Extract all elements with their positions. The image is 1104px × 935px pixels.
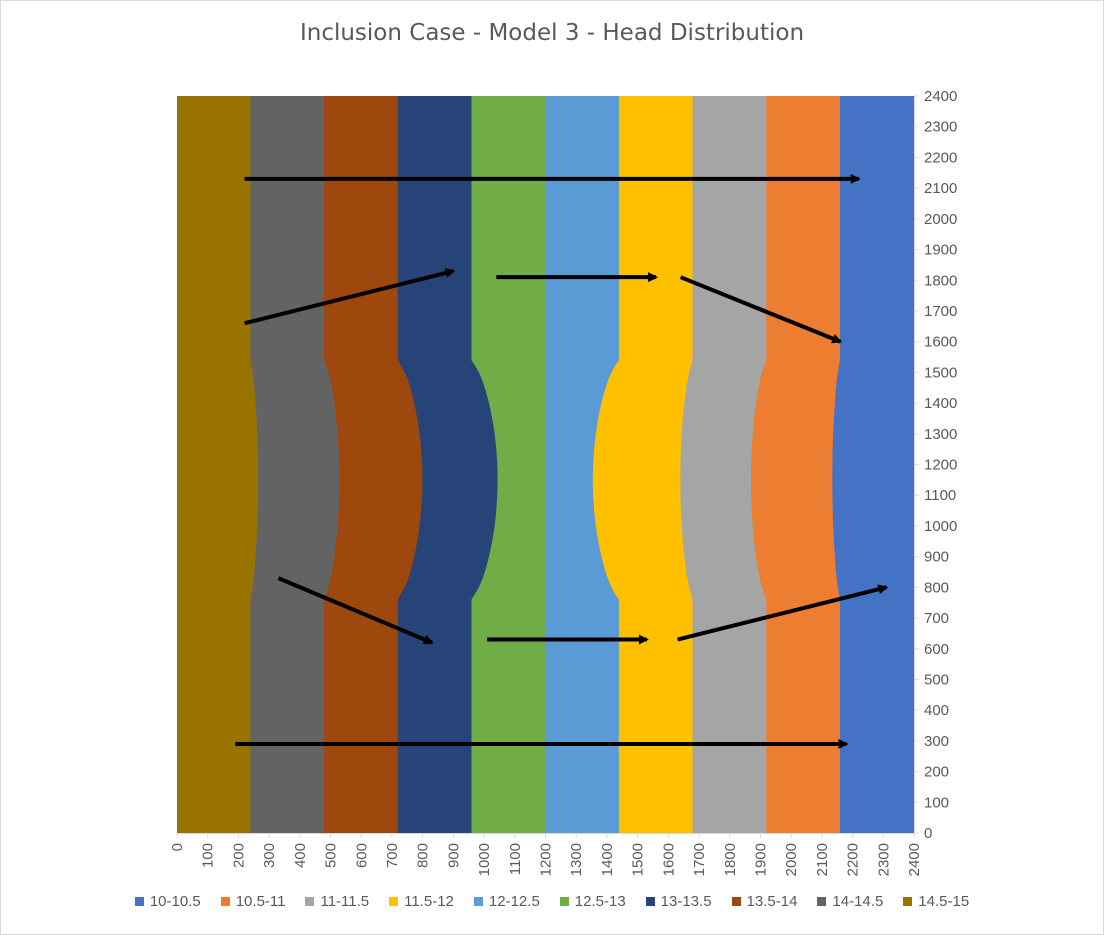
y-tick-label: 2000 <box>924 211 957 228</box>
y-tick-label: 800 <box>924 579 949 596</box>
legend-label: 12-12.5 <box>488 893 540 910</box>
x-tick-label: 900 <box>445 843 462 868</box>
legend-swatch <box>134 897 144 906</box>
y-tick-label: 400 <box>924 702 949 719</box>
x-tick-label: 600 <box>353 843 370 868</box>
legend-swatch <box>817 897 827 906</box>
legend-swatch <box>903 897 913 906</box>
x-tick-label: 1200 <box>538 843 555 876</box>
flow-arrow-2 <box>244 268 456 326</box>
legend-label: 12.5-13 <box>574 893 626 910</box>
x-tick-label: 1000 <box>476 843 493 876</box>
legend-item: 10.5-11 <box>220 893 286 910</box>
x-tick-label: 200 <box>230 843 247 868</box>
x-tick-label: 1600 <box>660 843 677 876</box>
x-tick-label: 2200 <box>845 843 862 876</box>
x-tick-label: 1300 <box>568 843 585 876</box>
legend-swatch <box>559 897 569 906</box>
legend-item: 13.5-14 <box>731 893 798 910</box>
legend-swatch <box>731 897 741 906</box>
y-tick-label: 1300 <box>924 426 957 443</box>
y-tick-label: 500 <box>924 671 949 688</box>
y-tick-label: 2300 <box>924 119 957 136</box>
legend-label: 11-11.5 <box>320 893 370 910</box>
x-tick-label: 1100 <box>507 843 524 875</box>
y-tick-label: 1400 <box>924 395 957 412</box>
legend-label: 13-13.5 <box>660 893 712 910</box>
y-tick-label: 2100 <box>924 180 957 197</box>
legend: 10-10.5 10.5-11 11-11.5 11.5-12 12-12.5 12.5-… <box>0 893 1104 910</box>
legend-label: 13.5-14 <box>746 893 798 910</box>
x-tick-label: 300 <box>261 843 278 868</box>
y-tick-label: 900 <box>924 549 949 566</box>
legend-item: 14-14.5 <box>817 893 883 910</box>
x-tick-label: 2100 <box>814 843 831 876</box>
legend-label: 14.5-15 <box>918 893 970 910</box>
y-tick-label: 1000 <box>924 518 957 535</box>
flow-arrow-5 <box>277 576 434 645</box>
y-tick-label: 1500 <box>924 364 957 381</box>
y-tick-label: 2400 <box>924 88 957 105</box>
x-tick-label: 100 <box>200 843 217 868</box>
y-tick-label: 1600 <box>924 334 957 351</box>
y-tick-label: 1100 <box>924 487 956 504</box>
band-10-10.5 <box>832 96 914 833</box>
y-tick-label: 700 <box>924 610 949 627</box>
legend-item: 12.5-13 <box>559 893 626 910</box>
y-tick-label: 0 <box>924 825 932 842</box>
y-tick-label: 1800 <box>924 272 957 289</box>
y-tick-label: 200 <box>924 764 949 781</box>
legend-swatch <box>645 897 655 906</box>
x-tick-label: 1400 <box>599 843 616 876</box>
legend-label: 10-10.5 <box>149 893 201 910</box>
legend-item: 10-10.5 <box>134 893 201 910</box>
y-tick-label: 600 <box>924 641 949 658</box>
chart-title: Inclusion Case - Model 3 - Head Distribu… <box>299 20 805 46</box>
legend-label: 14-14.5 <box>832 893 884 910</box>
x-tick-label: 700 <box>384 843 401 868</box>
flow-arrow-4 <box>679 275 843 344</box>
y-tick-label: 1900 <box>924 242 957 259</box>
band-14.5-15 <box>177 96 259 833</box>
legend-swatch <box>305 897 315 906</box>
flow-arrow-7 <box>677 584 889 642</box>
y-tick-label: 2200 <box>924 149 957 166</box>
x-tick-label: 1800 <box>722 843 739 876</box>
x-tick-label: 2300 <box>875 843 892 876</box>
legend-item: 13-13.5 <box>645 893 712 910</box>
y-tick-label: 100 <box>924 794 949 811</box>
legend-swatch <box>473 897 483 906</box>
x-tick-label: 2000 <box>783 843 800 876</box>
legend-item: 11-11.5 <box>305 893 369 910</box>
legend-label: 11.5-12 <box>404 893 454 910</box>
x-tick-label: 500 <box>323 843 340 868</box>
x-tick-label: 1900 <box>752 843 769 876</box>
legend-swatch <box>389 897 399 906</box>
x-tick-label: 1700 <box>691 843 708 876</box>
legend-swatch <box>220 897 230 906</box>
y-tick-label: 1200 <box>924 457 957 474</box>
legend-item: 12-12.5 <box>473 893 540 910</box>
x-tick-label: 1500 <box>630 843 647 876</box>
legend-item: 14.5-15 <box>903 893 969 910</box>
y-tick-label: 300 <box>924 733 949 750</box>
y-tick-label: 1700 <box>924 303 957 320</box>
x-tick-label: 0 <box>169 843 186 851</box>
x-tick-label: 800 <box>415 843 432 868</box>
legend-label: 10.5-11 <box>235 893 286 910</box>
x-tick-label: 2400 <box>906 843 923 876</box>
legend-item: 11.5-12 <box>389 893 454 910</box>
x-tick-label: 400 <box>292 843 309 868</box>
